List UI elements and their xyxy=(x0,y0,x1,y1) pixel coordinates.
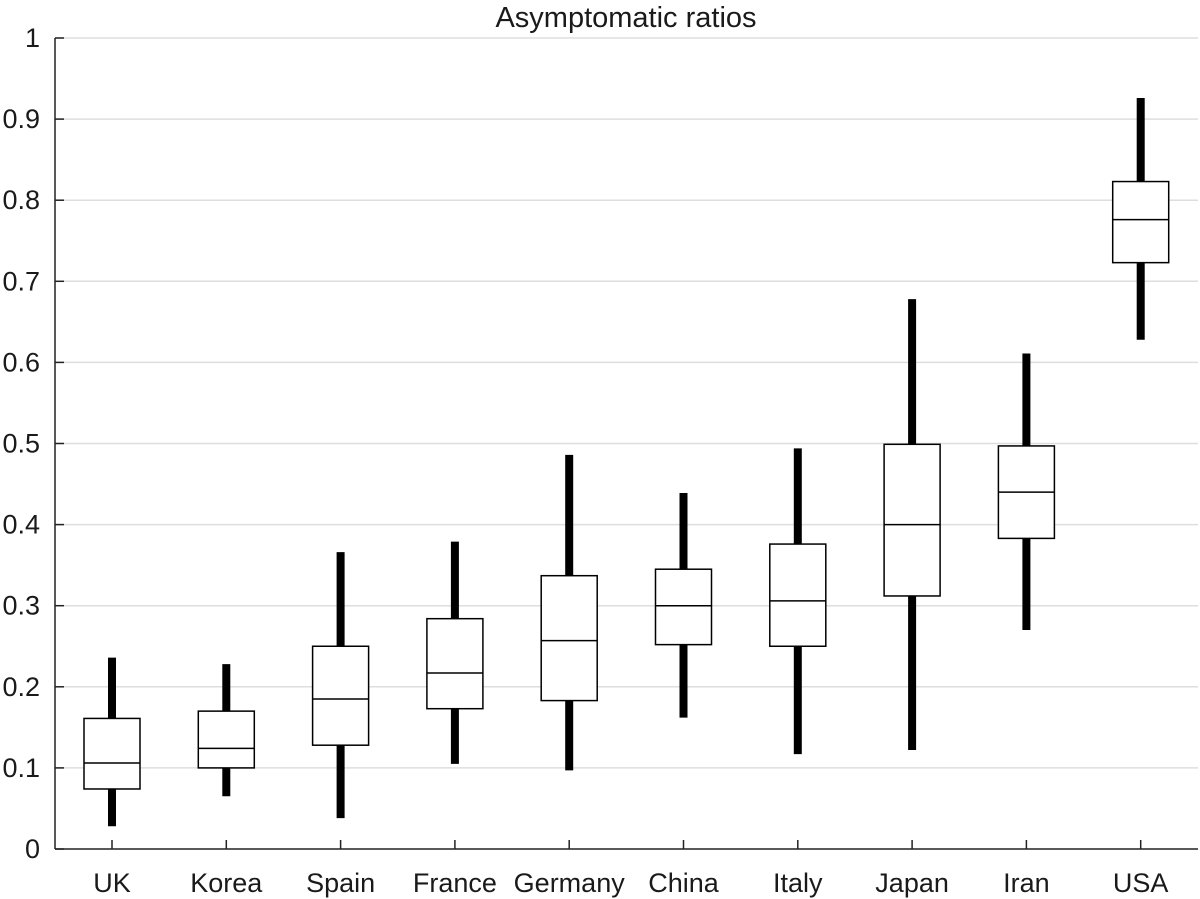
iqr-box xyxy=(540,574,598,702)
y-tick-label: 0.9 xyxy=(2,104,40,134)
x-tick-label: Japan xyxy=(875,868,949,898)
x-tick-label: Spain xyxy=(306,868,375,898)
y-tick-label: 0.7 xyxy=(2,266,40,296)
boxplot-italy xyxy=(769,448,827,755)
x-tick-label: UK xyxy=(93,868,131,898)
x-tick-label: France xyxy=(413,868,497,898)
boxplot-china xyxy=(654,492,713,718)
y-tick-label: 0.1 xyxy=(2,753,40,783)
boxplot-uk xyxy=(83,657,141,827)
iqr-box xyxy=(769,543,827,648)
iqr-box xyxy=(311,645,370,746)
y-tick-label: 1 xyxy=(25,23,40,53)
boxplot-france xyxy=(426,541,484,764)
x-tick-label: Iran xyxy=(1003,868,1050,898)
iqr-box xyxy=(654,568,713,646)
y-tick-label: 0.4 xyxy=(2,510,40,540)
x-tick-label: China xyxy=(648,868,720,898)
boxplot-korea xyxy=(197,664,256,797)
y-tick-label: 0.2 xyxy=(2,672,40,702)
iqr-box xyxy=(426,617,484,710)
boxplots xyxy=(83,98,1170,827)
iqr-box xyxy=(883,443,941,597)
x-tick-label: Italy xyxy=(773,868,823,898)
y-tick-label: 0.5 xyxy=(2,429,40,459)
boxplot-usa xyxy=(1111,98,1170,340)
y-tick-label: 0 xyxy=(25,834,40,864)
y-ticks: 0 0.1 0.2 0.3 0.4 0.5 0.6 0.7 0.8 0.9 1 xyxy=(2,23,64,864)
x-tick-label: Korea xyxy=(190,868,263,898)
x-tick-label: USA xyxy=(1113,868,1169,898)
iqr-box xyxy=(83,717,141,790)
y-tick-label: 0.8 xyxy=(2,185,40,215)
boxplot-japan xyxy=(883,299,941,751)
grid-layer xyxy=(55,37,1198,769)
boxplot-germany xyxy=(540,454,598,771)
x-ticks: UK Korea Spain France Germany China Italy Japan… xyxy=(93,840,1168,898)
boxplot-spain xyxy=(311,552,370,819)
iqr-box xyxy=(1111,180,1170,264)
iqr-box xyxy=(197,710,256,769)
y-tick-label: 0.6 xyxy=(2,347,40,377)
x-tick-label: Germany xyxy=(514,868,626,898)
chart-title: Asymptomatic ratios xyxy=(495,2,756,34)
boxplot-iran xyxy=(997,353,1056,631)
y-tick-label: 0.3 xyxy=(2,591,40,621)
